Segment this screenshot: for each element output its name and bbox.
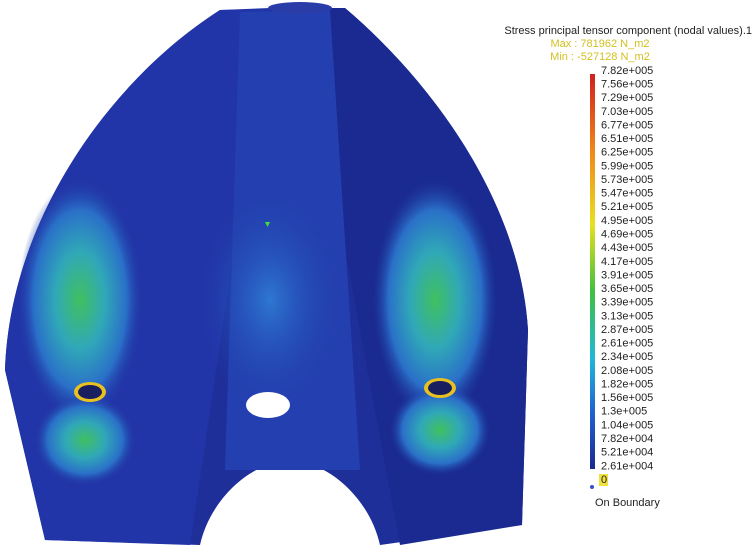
- screen: Stress principal tensor component (nodal…: [0, 0, 753, 545]
- tick-label: 2.61e+004: [601, 460, 653, 472]
- tick-label: 6.25e+005: [601, 147, 653, 159]
- tick-label: 5.21e+004: [601, 447, 653, 459]
- tick-label: 7.03e+005: [601, 106, 653, 118]
- tick-label: 2.61e+005: [601, 338, 653, 350]
- tick-label: 2.34e+005: [601, 351, 653, 363]
- boundary-dot: [590, 485, 594, 489]
- tick-label: 7.29e+005: [601, 92, 653, 104]
- tick-label: 7.82e+005: [601, 65, 653, 77]
- tick-label: 3.65e+005: [601, 283, 653, 295]
- legend-max: Max : 781962 N_m2: [550, 38, 649, 50]
- tick-label: 1.56e+005: [601, 392, 653, 404]
- tick-label: 6.51e+005: [601, 133, 653, 145]
- tick-label: 5.73e+005: [601, 174, 653, 186]
- tick-label: 1.04e+005: [601, 419, 653, 431]
- tick-label: 4.69e+005: [601, 229, 653, 241]
- tick-label: 4.17e+005: [601, 256, 653, 268]
- tick-label: 3.91e+005: [601, 269, 653, 281]
- dome-model: [5, 2, 528, 545]
- tick-label: 7.56e+005: [601, 79, 653, 91]
- tick-label: 1.82e+005: [601, 378, 653, 390]
- tick-label: 2.87e+005: [601, 324, 653, 336]
- tick-label: 3.39e+005: [601, 297, 653, 309]
- tick-label: 4.95e+005: [601, 215, 653, 227]
- boundary-label: On Boundary: [595, 497, 660, 509]
- legend-min: Min : -527128 N_m2: [550, 51, 650, 63]
- tick-label: 6.77e+005: [601, 119, 653, 131]
- tick-label: 1.3e+005: [601, 406, 647, 418]
- tick-label: 4.43e+005: [601, 242, 653, 254]
- tick-label: 7.82e+004: [601, 433, 653, 445]
- tick-label: 5.99e+005: [601, 160, 653, 172]
- legend: Stress principal tensor component (nodal…: [504, 25, 752, 509]
- tick-label: 2.08e+005: [601, 365, 653, 377]
- color-bar: [590, 74, 595, 469]
- tick-label: 5.47e+005: [601, 188, 653, 200]
- tick-label: 5.21e+005: [601, 201, 653, 213]
- tick-label: 3.13e+005: [601, 310, 653, 322]
- legend-title: Stress principal tensor component (nodal…: [504, 25, 752, 37]
- tick-label: 0: [601, 474, 607, 486]
